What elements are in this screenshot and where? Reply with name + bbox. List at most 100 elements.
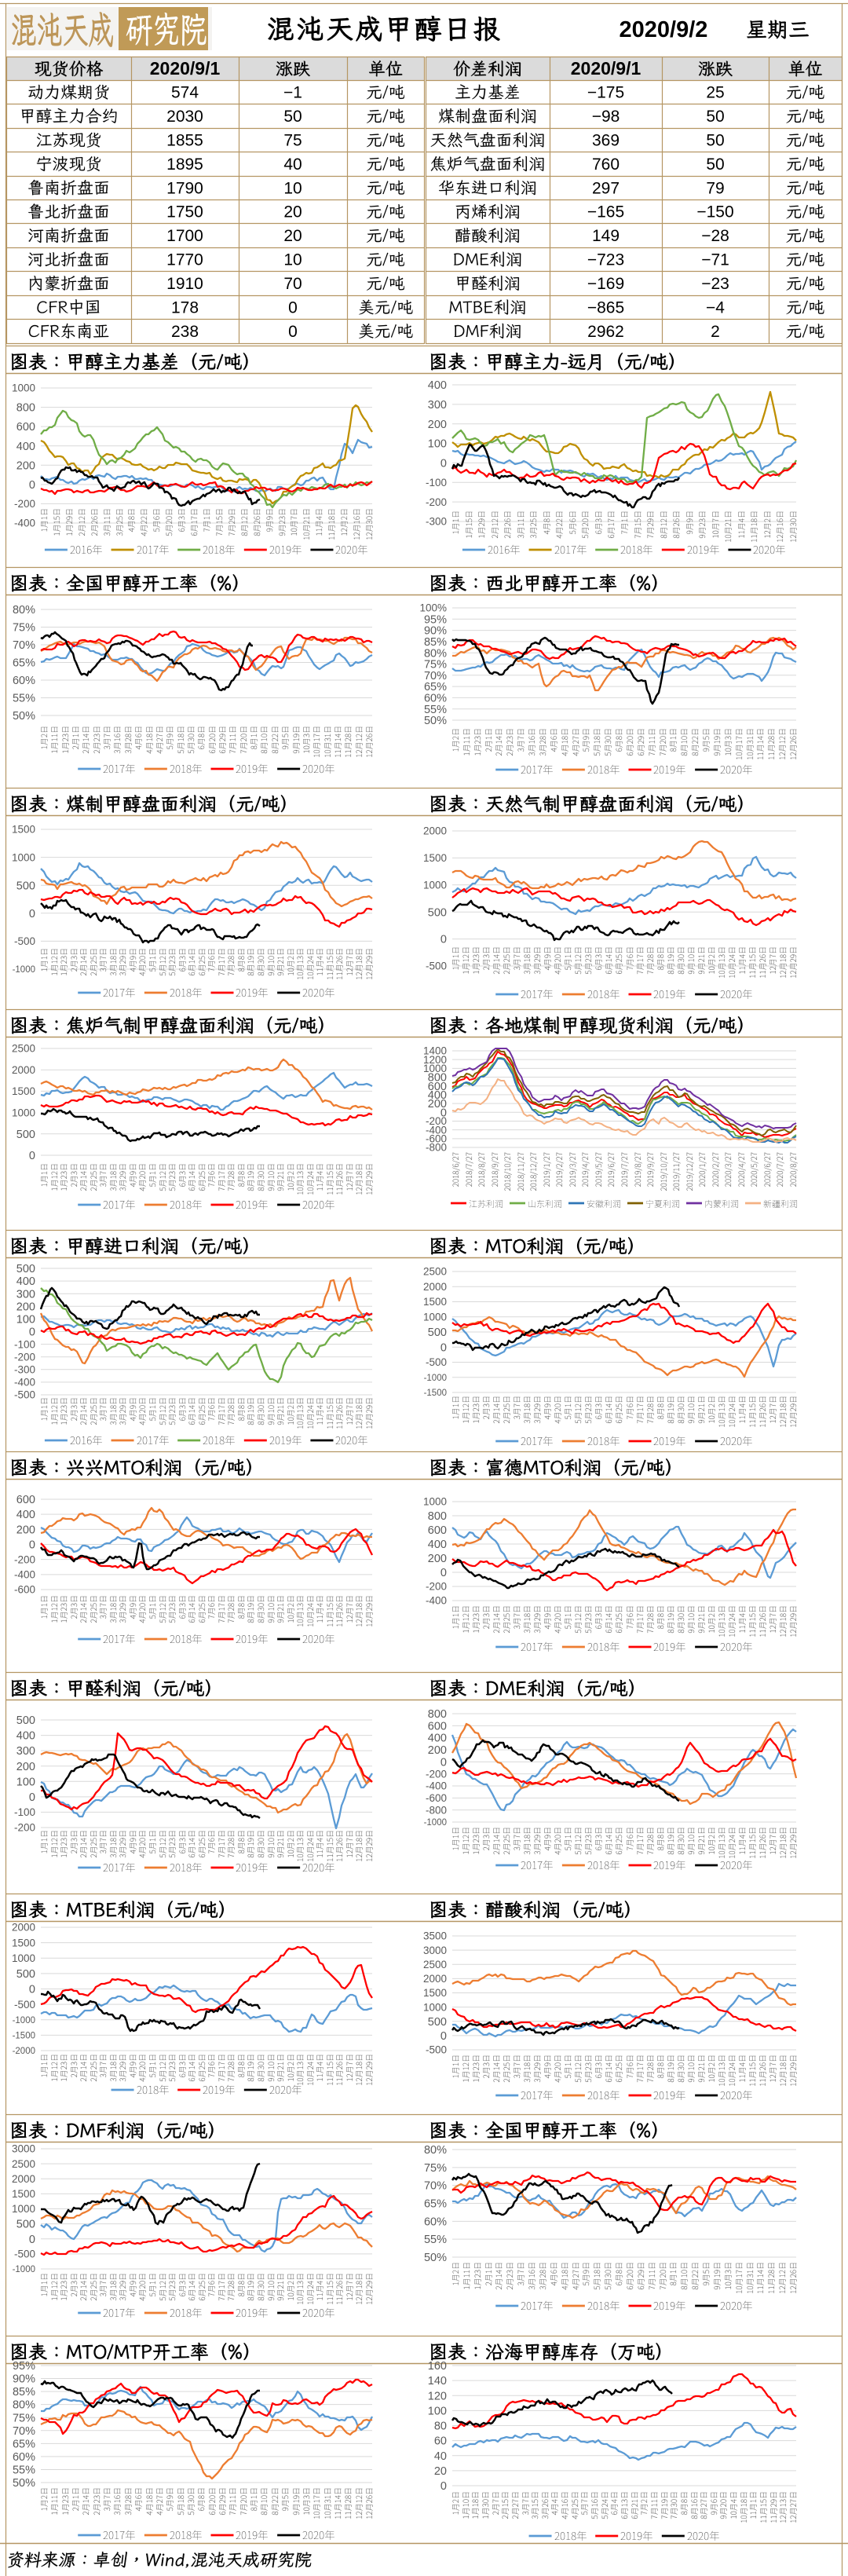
svg-text:25: 25: [706, 84, 724, 102]
svg-text:−723: −723: [587, 251, 624, 269]
svg-text:2000: 2000: [423, 1973, 447, 1985]
svg-text:40: 40: [434, 2450, 447, 2463]
svg-text:75%: 75%: [13, 2412, 35, 2424]
svg-text:-200: -200: [14, 498, 35, 510]
svg-text:55%: 55%: [13, 693, 35, 705]
svg-text:80%: 80%: [13, 2399, 35, 2412]
svg-text:800: 800: [16, 402, 35, 415]
svg-text:1000: 1000: [12, 851, 35, 863]
svg-text:3500: 3500: [423, 1930, 447, 1942]
svg-text:−1: −1: [283, 84, 302, 102]
svg-text:1000: 1000: [423, 880, 447, 891]
svg-text:500: 500: [16, 2219, 35, 2231]
svg-text:2500: 2500: [423, 1959, 447, 1970]
svg-text:178: 178: [171, 298, 199, 317]
svg-text:120: 120: [428, 2390, 447, 2402]
svg-text:70%: 70%: [13, 2425, 35, 2438]
svg-text:50: 50: [706, 108, 724, 126]
svg-text:−175: −175: [587, 84, 624, 102]
svg-text:1000: 1000: [423, 2001, 447, 2013]
svg-text:55%: 55%: [424, 2234, 447, 2246]
svg-text:95%: 95%: [424, 613, 447, 626]
svg-text:20: 20: [283, 227, 302, 245]
svg-text:2500: 2500: [12, 1043, 35, 1055]
svg-text:0: 0: [440, 1341, 447, 1354]
svg-text:200: 200: [16, 1761, 35, 1773]
svg-text:300: 300: [16, 1288, 35, 1301]
svg-text:60%: 60%: [13, 2451, 35, 2464]
svg-text:-500: -500: [426, 2044, 447, 2056]
svg-text:400: 400: [428, 1539, 447, 1551]
svg-text:20: 20: [283, 203, 302, 221]
svg-text:−865: −865: [587, 298, 624, 317]
svg-text:3000: 3000: [423, 1945, 447, 1956]
svg-text:2: 2: [711, 323, 720, 341]
svg-text:200: 200: [16, 459, 35, 472]
svg-text:100%: 100%: [419, 602, 447, 614]
svg-text:75%: 75%: [13, 622, 35, 635]
svg-text:-2000: -2000: [13, 2047, 35, 2056]
svg-text:60%: 60%: [13, 675, 35, 687]
svg-text:-100: -100: [426, 477, 447, 488]
svg-text:600: 600: [428, 1720, 447, 1733]
svg-text:90%: 90%: [13, 2373, 35, 2386]
svg-text:800: 800: [428, 1072, 447, 1085]
svg-text:0: 0: [29, 2234, 35, 2246]
svg-text:238: 238: [171, 323, 199, 341]
svg-text:70%: 70%: [424, 2180, 447, 2193]
svg-text:574: 574: [171, 84, 199, 102]
svg-text:2000: 2000: [423, 1281, 447, 1293]
svg-text:400: 400: [428, 379, 447, 392]
svg-text:1500: 1500: [423, 1296, 447, 1308]
svg-text:−165: −165: [587, 203, 624, 221]
svg-text:-500: -500: [14, 2249, 35, 2260]
svg-text:1770: 1770: [166, 251, 203, 269]
svg-text:-1500: -1500: [424, 1389, 447, 1398]
svg-text:10: 10: [283, 179, 302, 197]
svg-text:-800: -800: [426, 1804, 447, 1816]
svg-text:-400: -400: [14, 1569, 35, 1581]
svg-text:1000: 1000: [423, 1496, 447, 1508]
svg-text:-500: -500: [426, 961, 447, 972]
svg-text:0: 0: [29, 1539, 35, 1552]
svg-text:−23: −23: [701, 275, 729, 293]
svg-text:2500: 2500: [12, 2158, 35, 2170]
svg-text:100: 100: [428, 438, 447, 451]
svg-text:-1000: -1000: [13, 2265, 35, 2274]
svg-text:-500: -500: [14, 1389, 35, 1401]
svg-text:-500: -500: [426, 1356, 447, 1368]
svg-text:0: 0: [440, 1107, 447, 1119]
svg-text:0: 0: [29, 1150, 35, 1162]
svg-text:1500: 1500: [12, 2188, 35, 2200]
svg-text:50: 50: [283, 108, 302, 126]
svg-text:50: 50: [706, 131, 724, 149]
svg-text:500: 500: [428, 1326, 447, 1339]
svg-text:-800: -800: [426, 1142, 447, 1154]
svg-text:1500: 1500: [12, 1085, 35, 1097]
svg-text:60: 60: [434, 2435, 447, 2448]
svg-text:10: 10: [283, 251, 302, 269]
svg-text:0: 0: [440, 934, 447, 946]
svg-text:500: 500: [428, 2016, 447, 2029]
svg-text:500: 500: [16, 880, 35, 892]
svg-text:600: 600: [16, 1494, 35, 1506]
svg-text:80: 80: [434, 2420, 447, 2433]
svg-text:1000: 1000: [12, 1107, 35, 1118]
svg-text:−4: −4: [706, 298, 725, 317]
svg-text:75: 75: [283, 131, 302, 149]
svg-text:-500: -500: [14, 1999, 35, 2011]
svg-text:500: 500: [428, 906, 447, 919]
svg-text:1500: 1500: [12, 1937, 35, 1948]
svg-text:100: 100: [428, 2405, 447, 2417]
svg-text:1400: 1400: [423, 1045, 447, 1057]
svg-text:90%: 90%: [424, 625, 447, 638]
svg-text:75%: 75%: [424, 659, 447, 671]
svg-text:80%: 80%: [13, 604, 35, 617]
svg-text:−98: −98: [592, 108, 620, 126]
svg-text:0: 0: [440, 458, 447, 470]
svg-text:400: 400: [16, 1275, 35, 1288]
svg-text:2020/9/1: 2020/9/1: [150, 58, 221, 79]
svg-text:-500: -500: [14, 935, 35, 947]
svg-text:55%: 55%: [424, 704, 447, 716]
svg-text:−169: −169: [587, 275, 624, 293]
